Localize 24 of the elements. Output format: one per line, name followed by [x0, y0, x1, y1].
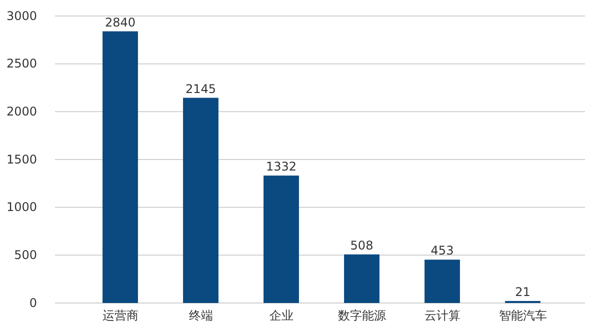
y-tick-label: 1000 — [6, 200, 37, 214]
bar — [183, 98, 218, 303]
y-tick-label: 3000 — [6, 8, 37, 23]
data-label: 1332 — [266, 160, 297, 174]
y-tick-label: 2500 — [6, 56, 37, 71]
data-label: 453 — [430, 244, 454, 258]
x-tick-label: 运营商 — [102, 308, 138, 323]
data-label: 2145 — [185, 82, 216, 96]
bar — [102, 31, 138, 303]
x-tick-label: 终端 — [188, 308, 213, 323]
y-tick-label: 2000 — [6, 104, 37, 119]
bar — [264, 176, 299, 303]
y-tick-label: 1500 — [6, 152, 37, 166]
y-tick-label: 0 — [29, 296, 37, 310]
x-tick-label: 企业 — [269, 308, 294, 323]
data-label: 508 — [350, 238, 374, 252]
x-tick-label: 数字能源 — [338, 308, 386, 323]
y-tick-label: 500 — [14, 248, 37, 262]
bar — [424, 260, 460, 303]
x-tick-label: 云计算 — [424, 308, 460, 323]
bar — [344, 254, 380, 303]
data-label: 21 — [515, 284, 530, 299]
x-tick-label: 智能汽车 — [498, 308, 547, 323]
data-label: 2840 — [104, 15, 136, 30]
